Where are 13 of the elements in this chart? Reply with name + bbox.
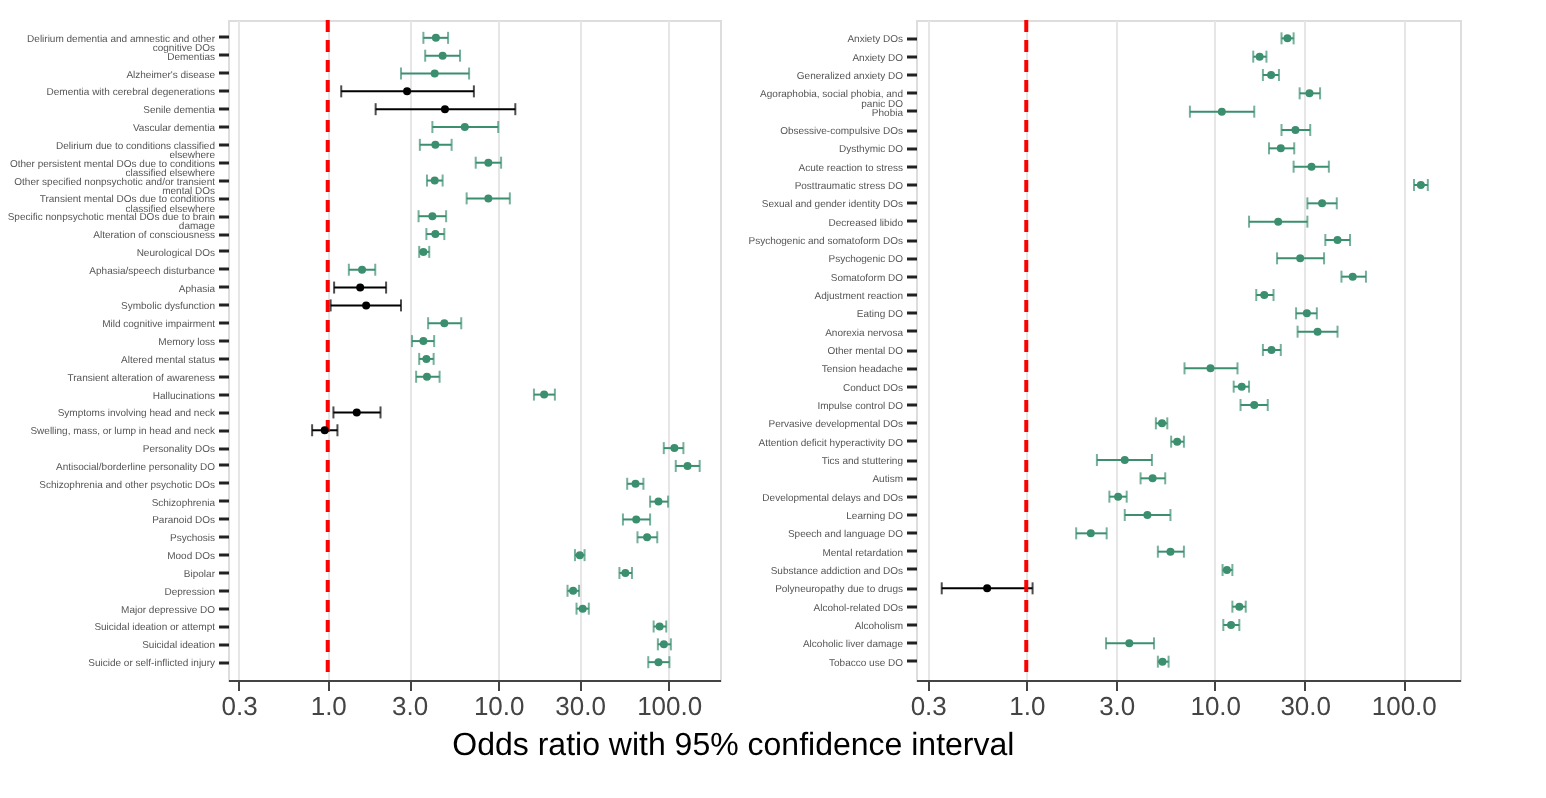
x-tick-label: 100.0 xyxy=(637,691,703,721)
x-axis-title: Odds ratio with 95% confidence interval xyxy=(452,729,1015,763)
x-tick-label: 30.0 xyxy=(555,691,606,721)
x-tick-label: 0.3 xyxy=(910,691,947,721)
x-tick-label: 3.0 xyxy=(391,691,429,721)
x-tick-label: 30.0 xyxy=(1280,691,1332,721)
x-tick-label: 10.0 xyxy=(473,691,525,721)
x-tick-label: 1.0 xyxy=(1009,691,1046,721)
x-tick-label: 100.0 xyxy=(1371,691,1437,721)
x-tick-label: 0.3 xyxy=(221,691,258,721)
x-tick-label: 1.0 xyxy=(310,691,347,721)
x-tick-label: 3.0 xyxy=(1099,691,1136,721)
x-tick-label: 10.0 xyxy=(1190,691,1242,721)
